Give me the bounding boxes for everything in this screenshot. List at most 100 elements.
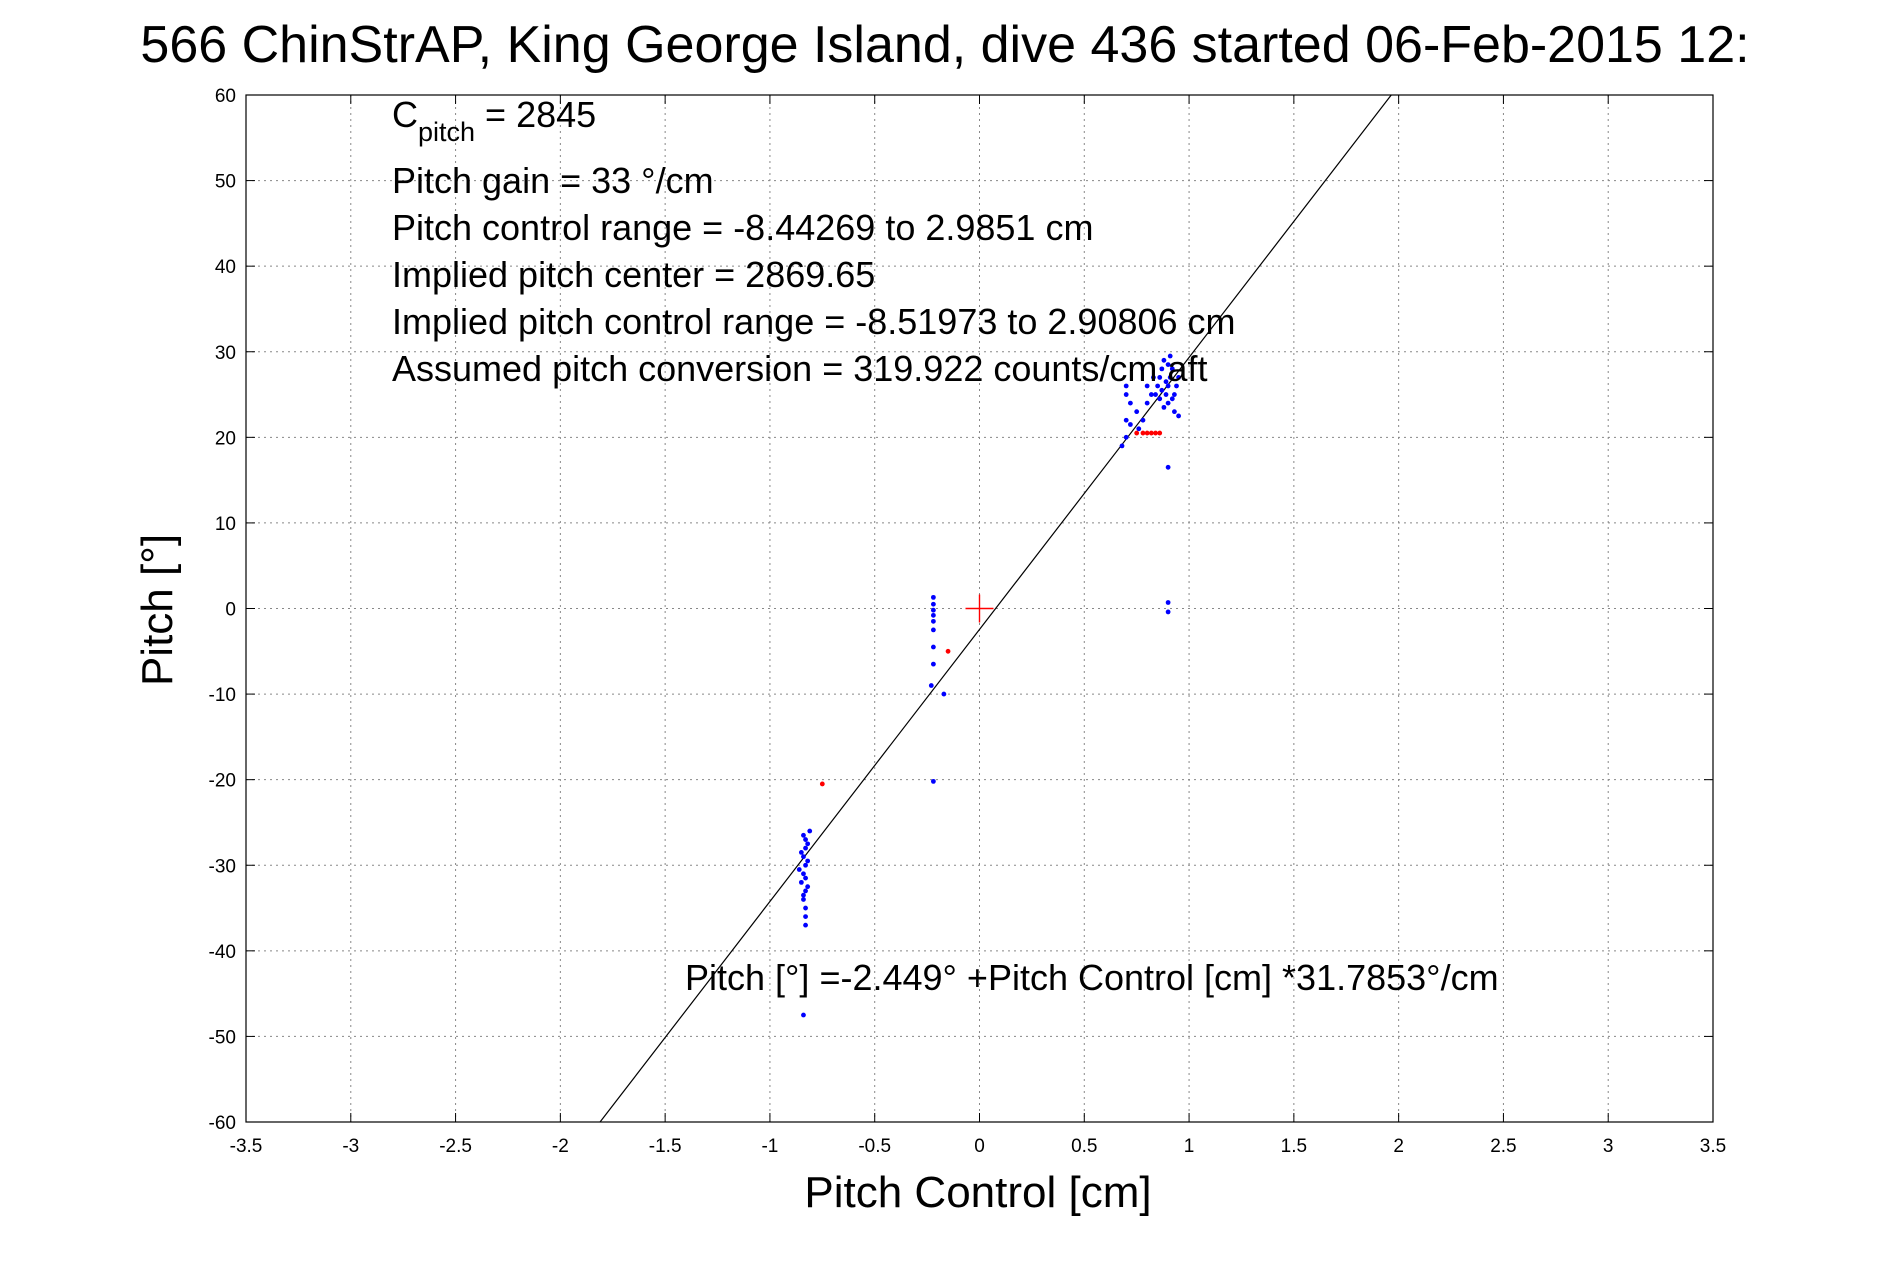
data-point-series-1 bbox=[1165, 400, 1171, 406]
y-tick-labels: 60 50 40 30 20 10 0 -10 -20 -30 -40 -50 -60 bbox=[209, 86, 236, 1134]
data-point-series-1 bbox=[805, 884, 811, 890]
data-point-series-1 bbox=[801, 892, 806, 898]
data-point-series-1 bbox=[801, 871, 806, 877]
data-point-series-1 bbox=[1148, 392, 1154, 397]
x-tick-label: 2.5 bbox=[1490, 1136, 1516, 1157]
data-point-series-1 bbox=[930, 627, 936, 633]
y-tick-label: -30 bbox=[209, 856, 236, 877]
data-point-series-1 bbox=[1123, 383, 1129, 389]
data-point-series-1 bbox=[930, 618, 936, 624]
data-point-series-1 bbox=[801, 854, 806, 860]
data-point-series-1 bbox=[1167, 375, 1173, 380]
data-point-series-1 bbox=[930, 601, 936, 607]
y-tick-label: 10 bbox=[215, 514, 236, 535]
data-point-series-1 bbox=[1174, 383, 1179, 389]
data-point-series-1 bbox=[1165, 600, 1171, 605]
x-tick-labels: -3.5 -3 -2.5 -2 -1.5 -1 -0.5 0 0.5 1 1.5 2 2.5 3 3.5 bbox=[230, 1136, 1727, 1157]
data-point-series-1 bbox=[803, 875, 808, 881]
center-marker bbox=[965, 594, 994, 623]
data-point-series-1 bbox=[805, 858, 811, 864]
data-point-series-1 bbox=[796, 867, 802, 872]
data-point-series-1 bbox=[1167, 353, 1173, 359]
x-tick-label: 2 bbox=[1393, 1136, 1404, 1157]
data-point-series-1 bbox=[1136, 426, 1142, 432]
y-axis-label: Pitch [°] bbox=[133, 534, 182, 686]
data-point-series-2 bbox=[1153, 430, 1158, 436]
data-point-series-1 bbox=[805, 841, 811, 847]
x-tick-label: -2 bbox=[552, 1136, 569, 1157]
data-point-series-1 bbox=[1144, 400, 1150, 406]
data-point-series-1 bbox=[803, 837, 808, 842]
annotation-cpitch-main: C bbox=[392, 94, 418, 135]
fit-line bbox=[599, 94, 1392, 1123]
data-point-series-2 bbox=[819, 781, 825, 787]
data-point-series-2 bbox=[945, 648, 951, 654]
data-point-series-1 bbox=[1161, 404, 1167, 410]
data-point-series-2 bbox=[1140, 430, 1146, 436]
x-tick-label: 0 bbox=[974, 1136, 985, 1157]
data-point-series-1 bbox=[1123, 392, 1129, 397]
data-point-series-1 bbox=[1153, 392, 1158, 397]
data-point-series-1 bbox=[1169, 396, 1175, 402]
y-tick-label: -10 bbox=[209, 685, 236, 706]
data-point-series-1 bbox=[803, 862, 808, 868]
y-tick-label: 30 bbox=[215, 343, 236, 364]
chart-title: 566 ChinStrAP, King George Island, dive … bbox=[140, 16, 1749, 74]
data-point-series-1 bbox=[1172, 392, 1177, 397]
data-point-series-1 bbox=[798, 850, 804, 855]
data-point-series-1 bbox=[1157, 375, 1163, 380]
y-tick-label: -20 bbox=[209, 771, 236, 792]
data-point-series-1 bbox=[807, 828, 813, 834]
y-tick-label: -40 bbox=[209, 942, 236, 963]
annotation-pitch-gain: Pitch gain = 33 °/cm bbox=[392, 160, 714, 201]
x-tick-label: 3 bbox=[1603, 1136, 1614, 1157]
data-point-series-2 bbox=[1157, 430, 1163, 436]
data-point-series-1 bbox=[803, 922, 808, 928]
y-tick-label: 0 bbox=[225, 600, 236, 621]
data-point-series-1 bbox=[930, 612, 936, 618]
data-point-series-1 bbox=[930, 607, 936, 613]
data-point-series-1 bbox=[801, 1012, 806, 1018]
data-point-series-1 bbox=[1151, 375, 1156, 380]
data-point-series-1 bbox=[1127, 400, 1133, 406]
y-tick-label: 50 bbox=[215, 172, 236, 193]
data-point-series-1 bbox=[1123, 417, 1129, 423]
data-point-series-1 bbox=[1123, 434, 1129, 440]
x-tick-label: -3.5 bbox=[230, 1136, 263, 1157]
data-point-series-1 bbox=[1163, 392, 1169, 397]
data-point-series-1 bbox=[1159, 366, 1165, 372]
x-tick-label: -1.5 bbox=[649, 1136, 682, 1157]
y-tick-label: -60 bbox=[209, 1113, 236, 1134]
data-point-series-1 bbox=[798, 879, 804, 885]
y-tick-label: 20 bbox=[215, 428, 236, 449]
data-point-series-1 bbox=[803, 845, 808, 851]
data-point-series-1 bbox=[928, 683, 934, 688]
x-tick-label: 0.5 bbox=[1071, 1136, 1097, 1157]
data-point-series-1 bbox=[801, 897, 806, 902]
data-point-series-1 bbox=[1176, 375, 1181, 380]
x-tick-label: 1.5 bbox=[1281, 1136, 1307, 1157]
annotation-cpitch-value: = 2845 bbox=[475, 94, 596, 135]
annotation-fit-equation: Pitch [°] =-2.449° +Pitch Control [cm] *… bbox=[685, 957, 1499, 998]
data-point-series-2 bbox=[1144, 430, 1150, 436]
data-point-series-1 bbox=[1134, 409, 1140, 415]
data-point-series-1 bbox=[1165, 383, 1171, 389]
axis-ticks bbox=[245, 94, 1714, 1123]
data-point-series-1 bbox=[1176, 413, 1181, 419]
data-point-series-1 bbox=[930, 661, 936, 667]
data-point-series-1 bbox=[1119, 443, 1125, 449]
y-tick-label: -50 bbox=[209, 1027, 236, 1048]
data-point-series-1 bbox=[803, 914, 808, 919]
data-point-series-1 bbox=[941, 691, 947, 697]
data-point-series-1 bbox=[1163, 379, 1169, 385]
y-tick-label: 40 bbox=[215, 257, 236, 278]
x-tick-label: 3.5 bbox=[1700, 1136, 1726, 1157]
data-point-series-2 bbox=[1148, 430, 1154, 436]
annotation-implied-pitch-center: Implied pitch center = 2869.65 bbox=[392, 254, 875, 295]
annotation-implied-pitch-control-range: Implied pitch control range = -8.51973 t… bbox=[392, 301, 1236, 342]
annotation-pitch-control-range: Pitch control range = -8.44269 to 2.9851… bbox=[392, 207, 1093, 248]
x-tick-label: -0.5 bbox=[858, 1136, 891, 1157]
data-point-series-1 bbox=[1165, 609, 1171, 615]
data-point-series-1 bbox=[930, 594, 936, 600]
